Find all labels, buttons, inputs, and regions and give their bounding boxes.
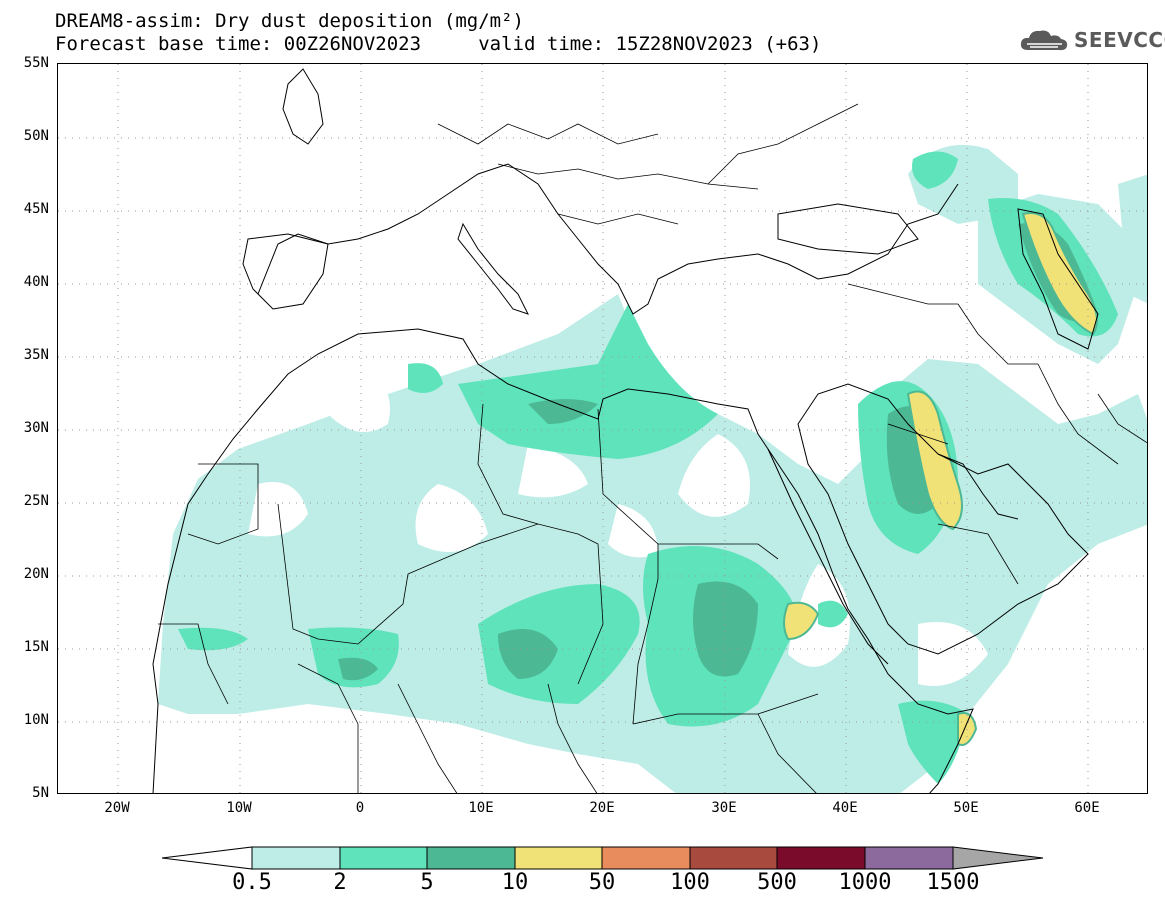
colorbar-bin xyxy=(426,846,516,870)
logo-text: SEEVCCC xyxy=(1074,28,1165,52)
colorbar-label: 1000 xyxy=(838,870,892,895)
lat-label: 40N xyxy=(23,274,49,290)
seevccc-logo: SEEVCCC xyxy=(1018,26,1165,54)
europe-coast xyxy=(257,163,959,315)
lat-label: 50N xyxy=(23,128,49,144)
lon-label: 50E xyxy=(953,800,979,816)
colorbar-label: 10 xyxy=(501,870,529,895)
map-subtitle: Forecast base time: 00Z26NOV2023 valid t… xyxy=(55,33,822,55)
gulf-coast xyxy=(937,453,1019,520)
colorbar-label: 500 xyxy=(757,870,797,895)
colorbar-bin xyxy=(864,846,954,870)
colorbar-under-arrow xyxy=(161,846,253,870)
lat-label: 30N xyxy=(23,420,49,436)
colorbar-label: 0.5 xyxy=(232,870,272,895)
colorbar-bin xyxy=(776,846,866,870)
coastlines xyxy=(152,68,1099,793)
dust-deposition-map xyxy=(58,64,1147,793)
cloud-icon xyxy=(1020,30,1068,51)
colorbar-bin xyxy=(251,846,341,870)
britain-coast xyxy=(282,68,324,145)
lat-label: 15N xyxy=(23,639,49,655)
lon-label: 40E xyxy=(832,800,858,816)
colorbar xyxy=(161,846,1044,870)
lat-label: 25N xyxy=(23,493,49,509)
iberia-coast xyxy=(242,233,329,310)
italy-coast xyxy=(457,222,529,315)
colorbar-label: 100 xyxy=(670,870,710,895)
colorbar-bin xyxy=(601,846,691,870)
red-sea-coast xyxy=(767,448,889,665)
map-panel xyxy=(57,63,1148,794)
lat-label: 10N xyxy=(23,712,49,728)
colorbar-label: 2 xyxy=(333,870,347,895)
map-title: DREAM8-assim: Dry dust deposition (mg/m²… xyxy=(55,10,524,32)
black-sea-coast xyxy=(777,203,919,255)
caspian-coast xyxy=(1017,208,1099,350)
lon-label: 10W xyxy=(226,800,252,816)
lon-label: 20E xyxy=(589,800,615,816)
lat-label: 45N xyxy=(23,201,49,217)
lon-label: 60E xyxy=(1074,800,1100,816)
colorbar-label: 50 xyxy=(588,870,616,895)
colorbar-label: 1500 xyxy=(926,870,980,895)
arabia-coast xyxy=(797,383,1089,655)
graticule xyxy=(58,64,1147,793)
country-borders xyxy=(158,103,1147,793)
colorbar-label: 5 xyxy=(420,870,434,895)
africa-coast xyxy=(152,328,974,793)
colorbar-over-arrow xyxy=(952,846,1044,870)
lat-label: 35N xyxy=(23,347,49,363)
colorbar-bin xyxy=(339,846,428,870)
colorbar-bin xyxy=(514,846,603,870)
deposition-gaps xyxy=(248,364,988,686)
lon-label: 10E xyxy=(468,800,494,816)
colorbar-bin xyxy=(689,846,778,870)
lat-label: 20N xyxy=(23,566,49,582)
lon-label: 0 xyxy=(355,800,365,816)
lon-label: 20W xyxy=(104,800,130,816)
lat-label: 5N xyxy=(32,785,49,801)
lat-label: 55N xyxy=(23,55,49,71)
lon-label: 30E xyxy=(711,800,737,816)
